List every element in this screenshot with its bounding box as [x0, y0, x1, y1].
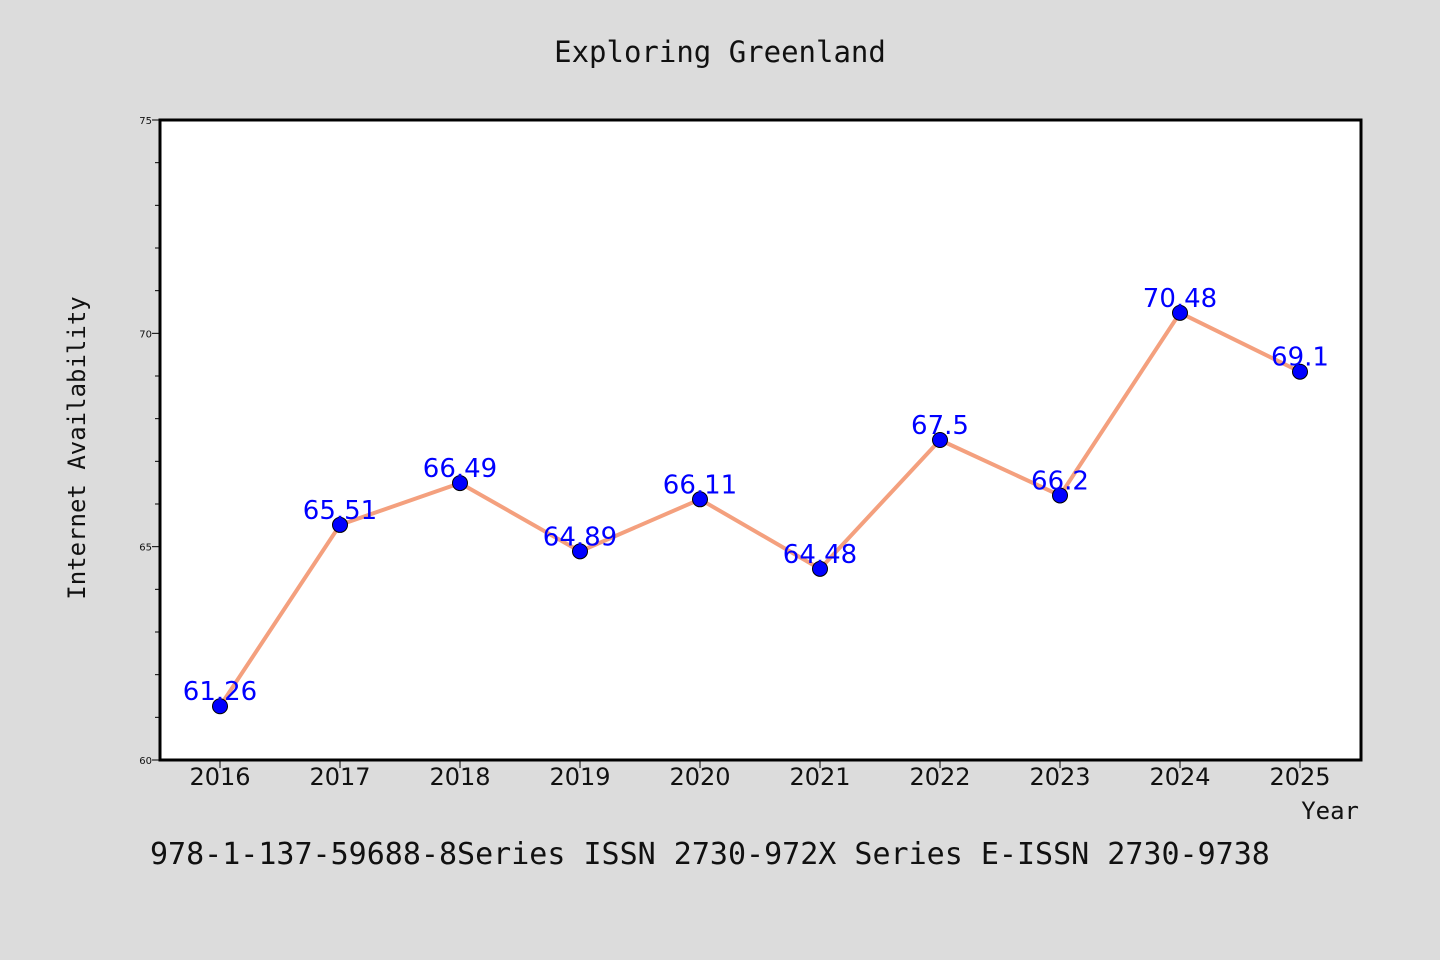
- data-point: [1292, 363, 1308, 380]
- data-point: [332, 516, 348, 533]
- data-points: [212, 304, 1308, 715]
- data-point: [932, 432, 948, 448]
- x-tick-label: 2022: [909, 763, 970, 791]
- x-tick-label: 2018: [429, 763, 490, 791]
- data-label: 67.5: [911, 411, 969, 441]
- data-point: [1172, 304, 1188, 321]
- x-tick-label: 2023: [1029, 763, 1090, 791]
- data-label: 66.2: [1031, 466, 1089, 496]
- chart-title: Exploring Greenland: [554, 35, 886, 69]
- isbn-footer: 978-1-137-59688-8Series ISSN 2730-972X S…: [150, 837, 1270, 872]
- data-label: 70.48: [1143, 284, 1217, 314]
- x-tick-label: 2020: [669, 763, 730, 791]
- y-tick-label: 75: [139, 116, 152, 127]
- data-label: 64.89: [543, 522, 617, 552]
- y-axis-label: Internet Availability: [63, 296, 91, 599]
- y-axis: 60 65 70 75: [139, 116, 160, 767]
- data-label: 69.1: [1271, 343, 1329, 373]
- data-point: [572, 543, 588, 560]
- y-tick-label: 60: [139, 756, 152, 767]
- series-line-group: [218, 310, 1301, 708]
- data-labels: 61.26 65.51 66.49 64.89 66.11 64.48 67.5 66.2 70…: [183, 284, 1329, 707]
- y-tick-label: 70: [139, 329, 152, 340]
- x-tick-label: 2025: [1269, 763, 1330, 791]
- data-label: 64.48: [783, 540, 857, 570]
- data-label: 61.26: [183, 677, 257, 707]
- x-tick-label: 2016: [189, 763, 250, 791]
- data-point: [212, 698, 228, 715]
- plot-area: [158, 118, 1363, 762]
- data-point: [812, 560, 828, 577]
- data-point: [1052, 487, 1068, 504]
- x-tick-label: 2017: [309, 763, 370, 791]
- x-tick-label: 2021: [789, 763, 850, 791]
- x-axis: 2016 2017 2018 2019 2020 2021 2022 2023 2024 2025: [189, 760, 1331, 791]
- data-label: 66.49: [423, 454, 497, 484]
- x-tick-label: 2019: [549, 763, 610, 791]
- x-tick-label: 2024: [1149, 763, 1210, 791]
- series-line: [218, 310, 1301, 708]
- y-tick-label: 65: [139, 543, 152, 554]
- data-label: 66.11: [663, 470, 737, 500]
- data-label: 65.51: [303, 496, 377, 526]
- data-point: [452, 475, 468, 492]
- data-point: [692, 491, 708, 508]
- x-axis-label: Year: [1301, 797, 1359, 825]
